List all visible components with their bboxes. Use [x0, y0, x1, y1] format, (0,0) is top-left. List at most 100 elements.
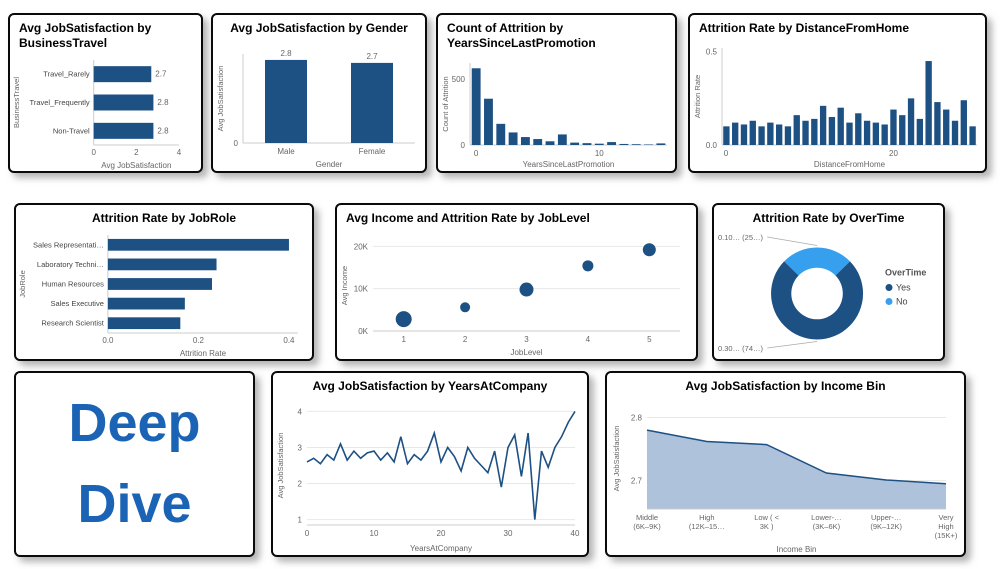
- svg-text:Low ( <: Low ( <: [754, 513, 779, 522]
- svg-text:0: 0: [461, 141, 466, 150]
- svg-text:2.8: 2.8: [280, 49, 292, 58]
- card-jobsatisfaction-by-businesstravel: Avg JobSatisfaction by BusinessTravel Tr…: [8, 13, 203, 173]
- svg-text:DistanceFromHome: DistanceFromHome: [814, 160, 886, 169]
- svg-text:(3K–6K): (3K–6K): [813, 522, 841, 531]
- svg-text:Lower-…: Lower-…: [811, 513, 841, 522]
- svg-text:2: 2: [134, 148, 139, 157]
- svg-text:Research Scientist: Research Scientist: [41, 319, 104, 328]
- svg-text:0: 0: [234, 139, 239, 148]
- svg-text:1: 1: [401, 335, 406, 344]
- svg-text:Middle: Middle: [636, 513, 658, 522]
- svg-text:40: 40: [571, 529, 580, 538]
- card-attrition-by-distance: Attrition Rate by DistanceFromHome 0.0 0.…: [688, 13, 987, 173]
- svg-text:0K: 0K: [358, 327, 368, 336]
- svg-text:2.7: 2.7: [631, 477, 643, 486]
- svg-text:0: 0: [474, 149, 479, 158]
- svg-text:0: 0: [724, 149, 729, 158]
- card-attrition-by-promotion: Count of Attrition by YearsSinceLastProm…: [436, 13, 677, 173]
- svg-text:0.4: 0.4: [283, 336, 295, 345]
- svg-text:0.0: 0.0: [706, 141, 718, 150]
- svg-text:Laboratory Techni…: Laboratory Techni…: [37, 260, 104, 269]
- card-jobsatisfaction-by-yearsatcompany: Avg JobSatisfaction by YearsAtCompany 1 2…: [271, 371, 589, 557]
- svg-text:Sales Executive: Sales Executive: [51, 299, 104, 308]
- card-attrition-by-overtime: Attrition Rate by OverTime 0.10… (25…) 0.…: [712, 203, 945, 361]
- svg-text:Count of Attrition: Count of Attrition: [441, 76, 450, 131]
- svg-text:Avg JobSatisfaction: Avg JobSatisfaction: [276, 433, 285, 499]
- svg-text:Non-Travel: Non-Travel: [53, 126, 90, 135]
- svg-text:Attrition Rate: Attrition Rate: [180, 349, 227, 358]
- chart-title-joblevel: Avg Income and Attrition Rate by JobLeve…: [346, 211, 590, 225]
- svg-text:Avg JobSatisfaction: Avg JobSatisfaction: [612, 426, 621, 492]
- svg-text:JobRole: JobRole: [18, 270, 27, 298]
- deep-dive-line1: Deep: [68, 393, 201, 453]
- chart-title-overtime: Attrition Rate by OverTime: [752, 211, 905, 225]
- overtime-donut-chart[interactable]: 0.10… (25…) 0.30… (74…) OverTime Yes No: [714, 228, 943, 359]
- svg-text:OverTime: OverTime: [885, 268, 926, 278]
- svg-text:0.10… (25…): 0.10… (25…): [718, 233, 764, 242]
- svg-text:Travel_Rarely: Travel_Rarely: [43, 70, 90, 79]
- svg-text:(9K–12K): (9K–12K): [870, 522, 902, 531]
- svg-text:4: 4: [586, 335, 591, 344]
- svg-text:YearsAtCompany: YearsAtCompany: [410, 544, 472, 553]
- svg-text:Human Resources: Human Resources: [42, 280, 104, 289]
- card-attrition-by-jobrole: Attrition Rate by JobRole Sales Represen…: [14, 203, 314, 361]
- svg-text:Very: Very: [938, 513, 953, 522]
- svg-text:3: 3: [298, 443, 303, 452]
- joblevel-scatter-chart[interactable]: 0K 10K 20K 1 2 3 4 5 JobLevel Avg Income: [337, 228, 696, 359]
- card-jobsatisfaction-by-incomebin: Avg JobSatisfaction by Income Bin 2.7 2.8…: [605, 371, 966, 557]
- svg-text:Travel_Frequently: Travel_Frequently: [30, 98, 90, 107]
- svg-text:2.8: 2.8: [631, 413, 643, 422]
- svg-text:Male: Male: [277, 147, 295, 156]
- svg-text:(6K–9K): (6K–9K): [633, 522, 661, 531]
- svg-text:Avg JobSatisfaction: Avg JobSatisfaction: [216, 66, 225, 132]
- svg-text:Female: Female: [359, 147, 386, 156]
- svg-text:Avg JobSatisfaction: Avg JobSatisfaction: [101, 161, 171, 170]
- svg-text:5: 5: [647, 335, 652, 344]
- svg-text:Sales Representati…: Sales Representati…: [33, 240, 104, 249]
- businesstravel-barh-chart[interactable]: Travel_Rarely 2.7 Travel_Frequently 2.8 Non-…: [10, 53, 201, 171]
- svg-text:Income Bin: Income Bin: [776, 545, 816, 554]
- card-income-attrition-by-joblevel: Avg Income and Attrition Rate by JobLeve…: [335, 203, 698, 361]
- svg-text:0: 0: [91, 148, 96, 157]
- deep-dive-text: Deep Dive: [68, 383, 200, 545]
- svg-text:4: 4: [177, 148, 182, 157]
- promotion-column-chart[interactable]: 0 500 0 10 YearsSinceLastPromotion Count of A…: [438, 53, 675, 171]
- deep-dive-line2: Dive: [77, 474, 192, 534]
- chart-title-jobrole: Attrition Rate by JobRole: [91, 211, 236, 225]
- svg-text:JobLevel: JobLevel: [510, 348, 542, 357]
- svg-text:YearsSinceLastPromotion: YearsSinceLastPromotion: [523, 160, 615, 169]
- svg-text:Attrition Rate: Attrition Rate: [693, 75, 702, 118]
- svg-text:10K: 10K: [354, 285, 369, 294]
- svg-text:Yes: Yes: [896, 283, 911, 293]
- svg-text:1: 1: [298, 516, 303, 525]
- svg-text:0.30… (74…): 0.30… (74…): [718, 344, 764, 353]
- chart-title-incomebin: Avg JobSatisfaction by Income Bin: [685, 379, 886, 393]
- svg-text:0.0: 0.0: [102, 336, 114, 345]
- chart-title-businesstravel: Avg JobSatisfaction by BusinessTravel: [19, 21, 152, 50]
- svg-text:3K ): 3K ): [760, 522, 774, 531]
- gender-bar-chart[interactable]: 2.8 Male 2.7 Female 0 Gender Avg JobSatisfacti…: [213, 38, 425, 171]
- svg-text:2.7: 2.7: [155, 70, 167, 79]
- svg-text:Avg Income: Avg Income: [340, 266, 349, 305]
- svg-text:4: 4: [298, 407, 303, 416]
- svg-text:2: 2: [463, 335, 468, 344]
- svg-text:30: 30: [504, 529, 513, 538]
- chart-title-promotion: Count of Attrition by YearsSinceLastProm…: [447, 21, 596, 50]
- incomebin-area-chart[interactable]: 2.7 2.8 Middle(6K–9K) High (12K–15… Low ( <3K…: [607, 396, 964, 555]
- svg-text:2.7: 2.7: [366, 52, 378, 61]
- svg-text:(15K+): (15K+): [935, 531, 958, 540]
- card-jobsatisfaction-by-gender: Avg JobSatisfaction by Gender 2.8 Male 2.7…: [211, 13, 427, 173]
- svg-text:Upper-…: Upper-…: [871, 513, 901, 522]
- svg-text:0.2: 0.2: [193, 336, 205, 345]
- jobrole-barh-chart[interactable]: Sales Representati… Laboratory Techni… Hum…: [16, 228, 312, 359]
- svg-text:20: 20: [437, 529, 446, 538]
- svg-text:(12K–15…: (12K–15…: [689, 522, 725, 531]
- svg-text:0.5: 0.5: [706, 48, 718, 57]
- svg-text:2.8: 2.8: [157, 98, 169, 107]
- svg-text:Gender: Gender: [316, 160, 343, 169]
- svg-text:20: 20: [889, 149, 898, 158]
- svg-text:High: High: [938, 522, 953, 531]
